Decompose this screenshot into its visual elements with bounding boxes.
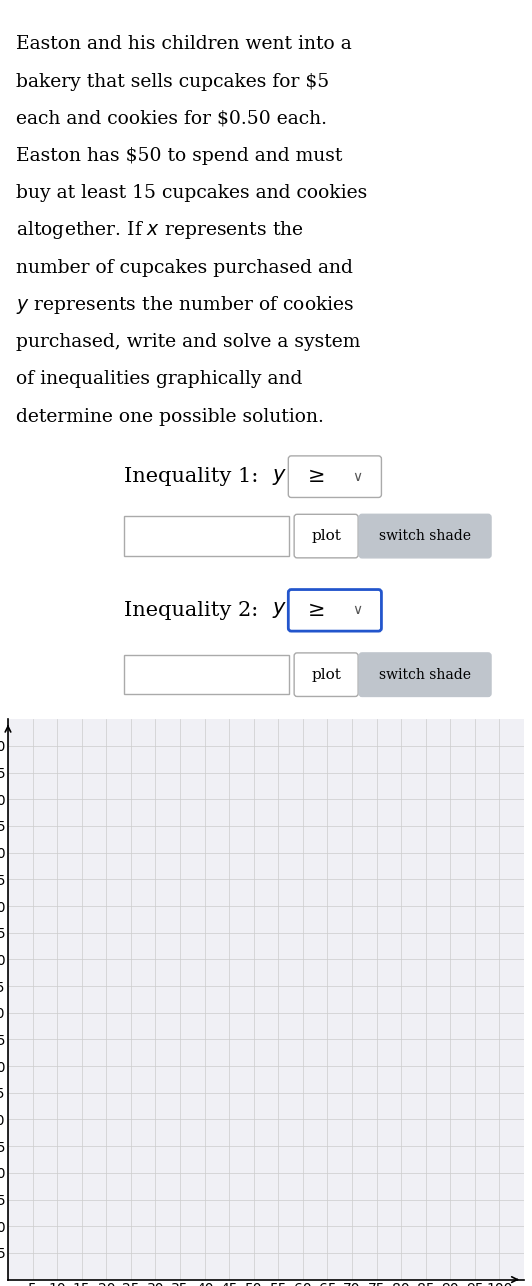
Bar: [124, 655, 289, 694]
Text: purchased, write and solve a system: purchased, write and solve a system: [16, 333, 360, 351]
Text: ≥: ≥: [307, 601, 325, 620]
FancyBboxPatch shape: [294, 514, 358, 558]
Text: number of cupcakes purchased and: number of cupcakes purchased and: [16, 258, 353, 276]
Text: Inequality 2:: Inequality 2:: [124, 601, 265, 620]
Text: switch shade: switch shade: [379, 667, 471, 682]
Text: $y$ represents the number of cookies: $y$ represents the number of cookies: [16, 294, 354, 316]
FancyBboxPatch shape: [288, 589, 381, 631]
Text: $y$: $y$: [272, 601, 287, 620]
Text: ∨: ∨: [352, 469, 362, 484]
Text: plot: plot: [311, 667, 341, 682]
Text: altogether. If $x$ represents the: altogether. If $x$ represents the: [16, 220, 304, 242]
Text: bakery that sells cupcakes for $5: bakery that sells cupcakes for $5: [16, 72, 329, 90]
Text: Inequality 1:: Inequality 1:: [124, 467, 265, 486]
FancyBboxPatch shape: [359, 653, 491, 697]
Text: switch shade: switch shade: [379, 529, 471, 543]
Text: $y$: $y$: [272, 467, 287, 486]
Text: determine one possible solution.: determine one possible solution.: [16, 408, 323, 426]
FancyBboxPatch shape: [294, 653, 358, 697]
Text: ≥: ≥: [307, 467, 325, 486]
Bar: [124, 516, 289, 556]
FancyBboxPatch shape: [288, 457, 381, 498]
Text: buy at least 15 cupcakes and cookies: buy at least 15 cupcakes and cookies: [16, 184, 367, 202]
Text: ∨: ∨: [352, 603, 362, 617]
Text: Easton and his children went into a: Easton and his children went into a: [16, 35, 352, 53]
Text: of inequalities graphically and: of inequalities graphically and: [16, 370, 302, 388]
FancyBboxPatch shape: [359, 514, 491, 558]
Text: each and cookies for $0.50 each.: each and cookies for $0.50 each.: [16, 109, 327, 127]
Text: Easton has $50 to spend and must: Easton has $50 to spend and must: [16, 147, 342, 165]
Text: plot: plot: [311, 529, 341, 543]
